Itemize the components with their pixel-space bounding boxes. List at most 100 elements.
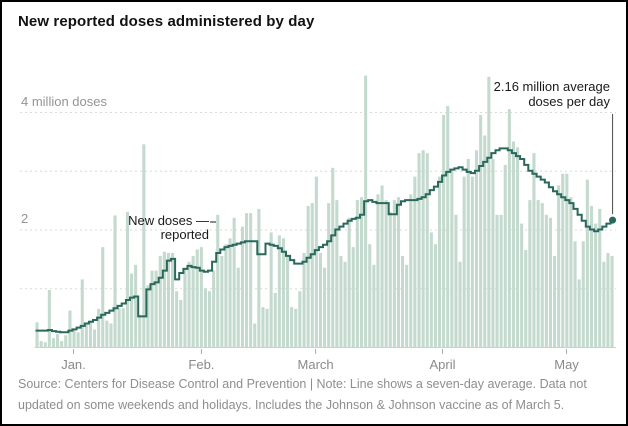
- daily-doses-bar: [602, 261, 606, 347]
- daily-doses-bar: [236, 267, 240, 347]
- daily-doses-bar: [372, 264, 376, 348]
- daily-doses-bar: [187, 261, 191, 347]
- daily-doses-bar: [39, 341, 43, 347]
- daily-doses-bar: [80, 279, 84, 347]
- daily-doses-bar: [516, 147, 520, 348]
- daily-doses-bar: [138, 314, 142, 347]
- daily-doses-bar: [257, 208, 261, 347]
- daily-doses-bar: [433, 244, 437, 347]
- line-end-dot: [609, 216, 617, 224]
- daily-doses-bar: [146, 285, 150, 347]
- daily-doses-bar: [84, 324, 88, 347]
- daily-doses-bar: [286, 255, 290, 347]
- daily-doses-bar: [203, 288, 207, 348]
- daily-doses-bar: [524, 250, 528, 347]
- daily-doses-bar: [405, 264, 409, 348]
- daily-doses-bar: [499, 214, 503, 347]
- daily-doses-bar: [76, 332, 80, 347]
- daily-doses-bar: [606, 253, 610, 347]
- x-axis-label: March: [297, 357, 334, 372]
- daily-doses-bar: [68, 310, 72, 347]
- daily-doses-bar: [175, 291, 179, 347]
- daily-doses-bar: [43, 342, 47, 347]
- daily-doses-bar: [294, 308, 298, 347]
- daily-doses-bar: [310, 203, 314, 347]
- x-axis-label: April: [429, 357, 456, 372]
- new-doses-annotation-line1: New doses —: [128, 213, 209, 228]
- average-annotation: 2.16 million average doses per day: [494, 79, 610, 109]
- daily-doses-bar: [249, 213, 253, 347]
- daily-doses-bar: [302, 253, 306, 347]
- daily-doses-bar: [364, 75, 368, 347]
- daily-doses-bar: [491, 159, 495, 347]
- daily-doses-bar: [212, 270, 216, 347]
- daily-doses-bar: [158, 255, 162, 347]
- daily-doses-bar: [598, 208, 602, 347]
- daily-doses-bar: [479, 114, 483, 348]
- daily-doses-bar: [179, 300, 183, 347]
- daily-doses-bar: [396, 197, 400, 347]
- daily-doses-bar: [487, 76, 491, 348]
- daily-doses-bar: [470, 176, 474, 347]
- daily-doses-bar: [548, 217, 552, 348]
- daily-doses-bar: [474, 150, 478, 347]
- daily-doses-bar: [134, 264, 138, 348]
- daily-doses-bar: [589, 206, 593, 347]
- daily-doses-bar: [245, 213, 249, 347]
- daily-doses-bar: [35, 322, 39, 347]
- daily-doses-bar: [162, 251, 166, 347]
- daily-doses-bar: [388, 211, 392, 347]
- average-annotation-line2: doses per day: [528, 94, 610, 109]
- daily-doses-bar: [553, 255, 557, 347]
- daily-doses-bar: [335, 200, 339, 347]
- daily-doses-bar: [380, 185, 384, 347]
- daily-doses-bar: [438, 176, 442, 347]
- daily-doses-bar: [528, 200, 532, 347]
- daily-doses-bar: [401, 255, 405, 347]
- daily-doses-bar: [343, 261, 347, 347]
- daily-doses-bar: [306, 206, 310, 347]
- daily-doses-bar: [581, 241, 585, 348]
- daily-doses-bar: [351, 247, 355, 347]
- daily-doses-bar: [56, 334, 60, 347]
- daily-doses-bar: [511, 141, 515, 347]
- x-axis-label: May: [554, 357, 579, 372]
- daily-doses-bar: [216, 214, 220, 347]
- daily-doses-bar: [191, 255, 195, 347]
- daily-doses-bar: [462, 176, 466, 347]
- daily-doses-bar: [347, 217, 351, 348]
- source-note-line1: Source: Centers for Disease Control and …: [18, 377, 587, 391]
- daily-doses-bar: [154, 270, 158, 347]
- daily-doses-bar: [232, 217, 236, 348]
- daily-doses-bar: [557, 185, 561, 347]
- daily-doses-bar: [425, 153, 429, 347]
- daily-doses-bar: [64, 335, 68, 348]
- daily-doses-bar: [93, 329, 97, 347]
- daily-doses-bar: [520, 223, 524, 347]
- daily-doses-bar: [507, 109, 511, 347]
- daily-doses-bar: [109, 323, 113, 347]
- daily-doses-bar: [113, 215, 117, 347]
- daily-doses-bar: [72, 330, 76, 347]
- new-doses-annotation: New doses — reported: [112, 214, 209, 242]
- daily-doses-bar: [220, 255, 224, 347]
- daily-doses-bar: [376, 194, 380, 348]
- daily-doses-bar: [171, 253, 175, 347]
- daily-doses-bar: [429, 232, 433, 347]
- daily-doses-bar: [273, 292, 277, 347]
- daily-doses-bar: [355, 200, 359, 347]
- daily-doses-bar: [585, 179, 589, 347]
- daily-doses-bar: [339, 255, 343, 347]
- daily-doses-bar: [97, 308, 101, 347]
- daily-doses-bar: [125, 211, 129, 347]
- daily-doses-bar: [224, 244, 228, 347]
- daily-doses-bar: [314, 176, 318, 347]
- daily-doses-bar: [117, 308, 121, 347]
- daily-doses-bar: [261, 307, 265, 347]
- daily-doses-bar: [331, 167, 335, 347]
- daily-doses-bar: [417, 153, 421, 347]
- daily-doses-bar: [199, 247, 203, 347]
- daily-doses-bar: [101, 247, 105, 347]
